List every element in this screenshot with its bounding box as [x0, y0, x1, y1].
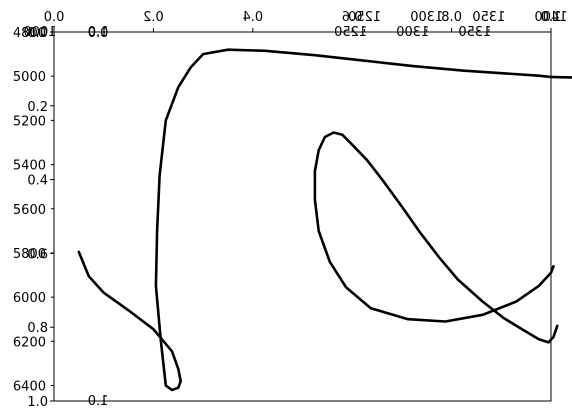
inner-y-tick-label: 5000 [13, 70, 46, 85]
inner-y-mirrored-label: 0.0 [88, 26, 109, 41]
inner-x-tick-label: 1300 [410, 10, 443, 25]
outer-y-tick-label: 0.6 [27, 247, 48, 262]
inner-y-tick-label: 5600 [13, 203, 46, 218]
outer-x-tick-label: 0.2 [143, 10, 164, 25]
plot-area [77, 48, 572, 392]
inner-x-tick-label: 1.0 [541, 10, 562, 25]
inner-x-mirrored-label: 1300 [396, 25, 429, 40]
outer-y-tick-label: 1.0 [27, 395, 48, 410]
outer-y-tick-label: 0.0 [27, 26, 48, 41]
inner-y-mirrored-label: 1.0 [88, 394, 109, 409]
outer-x-tick-label: 0.6 [342, 10, 363, 25]
series-line-1 [77, 48, 572, 392]
inner-y-axis: 4800500052005400560058006000620064001.00… [13, 26, 108, 409]
inner-y-tick-label: 6200 [13, 335, 46, 350]
outer-y-tick-label: 0.4 [27, 174, 48, 189]
inner-x-tick-label: 1250 [348, 10, 381, 25]
outer-x-axis: 0.0 0.2 0.4 0.6 0.8 1.0 [44, 10, 562, 32]
inner-y-tick-label: 5800 [13, 247, 46, 262]
outer-x-tick-label: 0.8 [441, 10, 462, 25]
inner-x-tick-label: 1400 [534, 10, 567, 25]
outer-x-tick-label: 0.0 [44, 10, 65, 25]
inner-y-tick-label: 5400 [13, 159, 46, 174]
series-line-2 [313, 131, 559, 344]
outer-y-axis: 0.0 0.2 0.4 0.6 0.8 1.0 [27, 26, 54, 410]
outer-y-tick-label: 0.2 [27, 100, 48, 115]
plot-frame [53, 31, 552, 402]
inner-x-tick-label: 1350 [472, 10, 505, 25]
inner-x-mirrored-label: 1350 [458, 25, 491, 40]
inner-y-tick-label: 4800 [13, 26, 46, 41]
outer-y-tick-label: 0.8 [27, 321, 48, 336]
inner-x-mirrored-label: 1000 [23, 25, 56, 40]
inner-y-tick-label: 6400 [13, 380, 46, 395]
inner-y-tick-label: 6000 [13, 291, 46, 306]
outer-x-tick-label: 1.0 [541, 10, 562, 25]
outer-x-tick-label: 0.4 [242, 10, 263, 25]
axes-frame [53, 31, 552, 402]
inner-x-mirrored-label: 1250 [334, 25, 367, 40]
inner-y-tick-label: 5200 [13, 114, 46, 129]
inner-x-mirrored-label: 1.0 [88, 25, 109, 40]
